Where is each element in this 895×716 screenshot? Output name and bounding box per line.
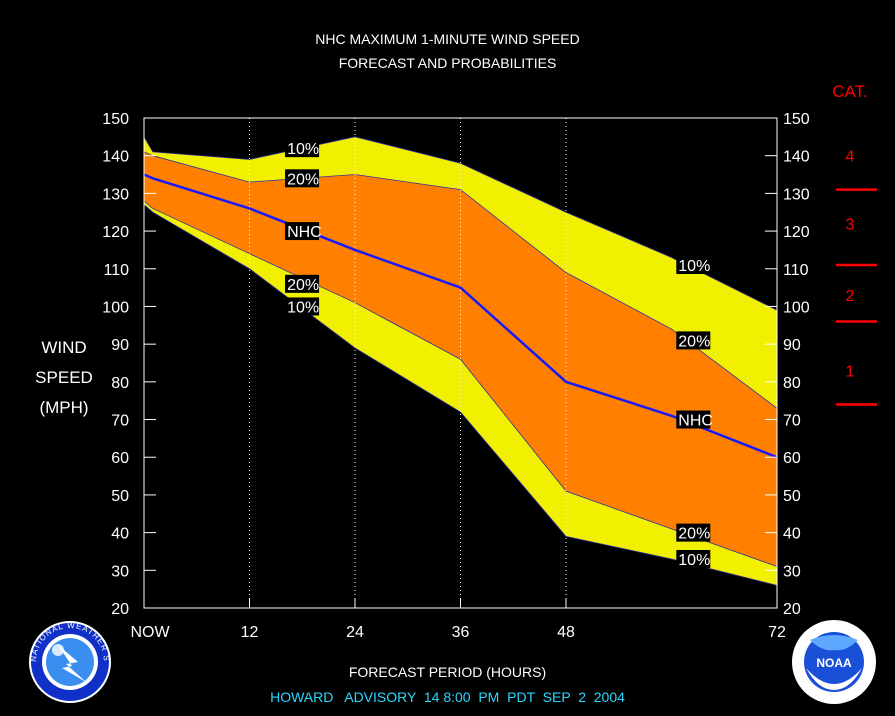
inline-label-box-0 xyxy=(285,139,320,158)
y-axis-label-line2: SPEED xyxy=(35,368,93,387)
inline-label-5: 10% xyxy=(678,258,710,275)
inline-label-8: 20% xyxy=(678,526,710,543)
x-tick-label-12: 12 xyxy=(241,624,259,641)
y-tick-label-left-120: 120 xyxy=(102,224,129,241)
y-tick-label-left-150: 150 xyxy=(102,111,129,128)
noaa-logo-text: NOAA xyxy=(816,656,852,670)
y-tick-label-right-80: 80 xyxy=(783,375,801,392)
y-tick-label-right-30: 30 xyxy=(783,563,801,580)
y-tick-label-left-30: 30 xyxy=(111,563,129,580)
x-tick-label-48: 48 xyxy=(557,624,575,641)
y-tick-label-right-90: 90 xyxy=(783,337,801,354)
nws-logo-textpath: NATIONAL WEATHER SERVICE xyxy=(0,0,110,662)
y-axis-label-line3: (MPH) xyxy=(39,398,89,417)
y-tick-label-left-50: 50 xyxy=(111,488,129,505)
nws-logo-cloud-icon xyxy=(52,644,64,656)
x-tick-label-36: 36 xyxy=(452,624,470,641)
noaa-logo-wave-icon xyxy=(810,635,858,651)
y-tick-label-left-40: 40 xyxy=(111,526,129,543)
noaa-logo-bird-icon xyxy=(806,668,862,690)
y-tick-label-left-130: 130 xyxy=(102,186,129,203)
y-tick-label-right-100: 100 xyxy=(783,299,810,316)
inline-label-6: 20% xyxy=(678,333,710,350)
x-tick-label-NOW: NOW xyxy=(130,624,170,641)
chart-subtitle: FORECAST AND PROBABILITIES xyxy=(338,55,557,71)
inline-label-4: 10% xyxy=(287,299,319,316)
inline-label-box-1 xyxy=(285,169,320,188)
x-tick-label-24: 24 xyxy=(346,624,364,641)
inline-label-box-6 xyxy=(676,331,711,350)
category-label-4: 4 xyxy=(846,149,855,166)
y-tick-label-right-150: 150 xyxy=(783,111,810,128)
noaa-logo: NOAA xyxy=(792,620,876,704)
y-tick-label-right-140: 140 xyxy=(783,149,810,166)
inline-label-box-2 xyxy=(285,222,320,241)
inline-label-9: 10% xyxy=(678,552,710,569)
y-tick-label-left-70: 70 xyxy=(111,413,129,430)
nhc-forecast-line xyxy=(143,173,778,459)
x-axis-label: FORECAST PERIOD (HOURS) xyxy=(348,664,547,680)
nws-logo-bolt-icon xyxy=(58,645,86,682)
inline-label-box-3 xyxy=(285,274,320,293)
inline-label-box-5 xyxy=(676,256,711,274)
y-tick-label-right-60: 60 xyxy=(783,450,801,467)
nws-logo-text: NATIONAL WEATHER SERVICE xyxy=(0,0,111,662)
edge-upper-10 xyxy=(143,136,778,311)
y-tick-label-left-140: 140 xyxy=(102,149,129,166)
chart-title: NHC MAXIMUM 1-MINUTE WIND SPEED xyxy=(315,31,580,47)
category-title: CAT. xyxy=(832,82,868,101)
x-tick-label-72: 72 xyxy=(768,624,786,641)
edge-lower-20 xyxy=(143,200,778,567)
y-tick-label-left-100: 100 xyxy=(102,299,129,316)
y-axis-label-line1: WIND xyxy=(41,338,87,357)
inline-label-box-4 xyxy=(285,297,320,316)
category-label-1: 1 xyxy=(846,364,855,381)
nws-logo: NATIONAL WEATHER SERVICE xyxy=(0,0,111,703)
y-tick-label-right-20: 20 xyxy=(783,601,801,618)
inline-label-0: 10% xyxy=(287,141,319,158)
inline-label-7: NHC xyxy=(678,413,713,430)
inline-label-box-8 xyxy=(676,523,711,542)
y-tick-label-right-110: 110 xyxy=(783,262,809,279)
y-tick-label-right-40: 40 xyxy=(783,526,801,543)
y-tick-label-left-20: 20 xyxy=(111,601,129,618)
y-tick-label-right-70: 70 xyxy=(783,413,801,430)
y-tick-label-right-50: 50 xyxy=(783,488,801,505)
y-tick-label-right-130: 130 xyxy=(783,186,810,203)
y-tick-label-left-110: 110 xyxy=(103,262,129,279)
inline-label-box-9 xyxy=(676,550,711,568)
edge-lower-10 xyxy=(143,204,778,586)
edge-upper-20 xyxy=(143,151,778,409)
y-tick-label-left-80: 80 xyxy=(111,375,129,392)
y-tick-label-left-90: 90 xyxy=(111,337,129,354)
inline-label-2: NHC xyxy=(287,224,322,241)
inline-label-1: 20% xyxy=(287,171,319,188)
category-label-3: 3 xyxy=(846,217,855,234)
advisory-footer: HOWARD ADVISORY 14 8:00 PM PDT SEP 2 200… xyxy=(270,689,625,705)
inline-label-box-7 xyxy=(676,410,711,429)
y-tick-label-left-60: 60 xyxy=(111,450,129,467)
category-label-2: 2 xyxy=(846,288,855,305)
inline-label-3: 20% xyxy=(287,277,319,294)
y-tick-label-right-120: 120 xyxy=(783,224,810,241)
